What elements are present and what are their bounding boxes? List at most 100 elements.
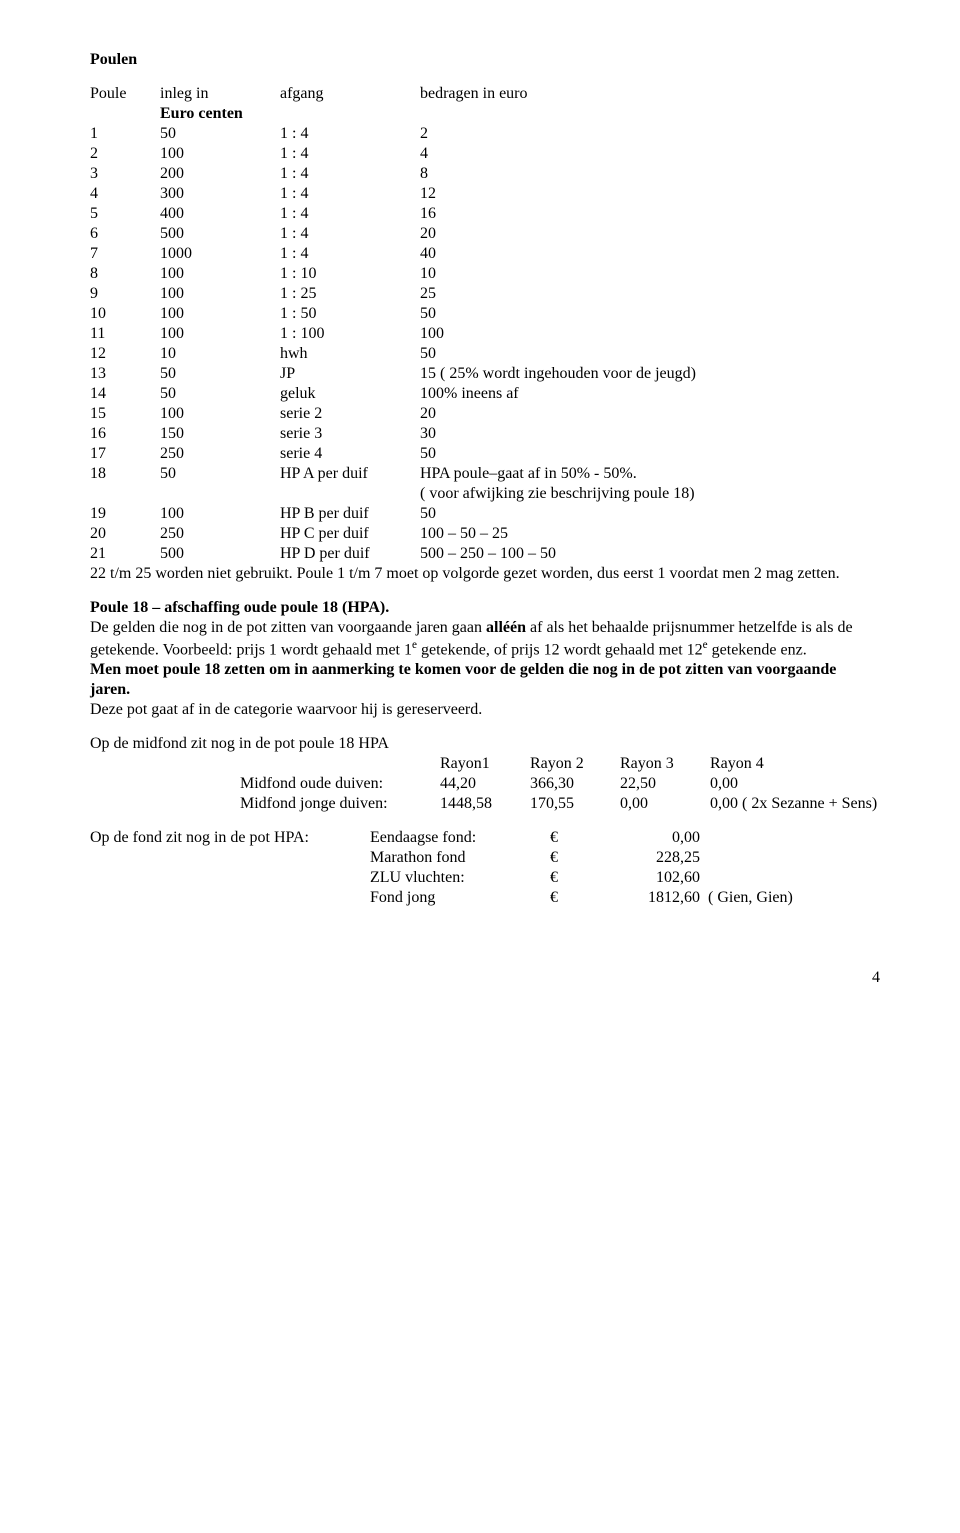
header-bedragen: bedragen in euro [420, 84, 880, 104]
cell-bedrag: 30 [420, 424, 880, 444]
cell-inleg: 500 [160, 224, 280, 244]
cell-inleg: 250 [160, 444, 280, 464]
fond-name: Fond jong [370, 888, 550, 908]
cell-n: 7 [90, 244, 160, 264]
fond-val: 1812,60 [610, 888, 700, 908]
cell-n: 4 [90, 184, 160, 204]
cell-bedrag: 100 – 50 – 25 [420, 524, 880, 544]
cell-bedrag: 20 [420, 224, 880, 244]
midfond-r2: 170,55 [530, 794, 620, 814]
table-row: 1450geluk100% ineens af [90, 384, 880, 404]
fond-eur: € [550, 848, 610, 868]
cell-inleg: 100 [160, 284, 280, 304]
midfond-r3: 0,00 [620, 794, 710, 814]
cell-bedrag: 100% ineens af [420, 384, 880, 404]
fond-row: ZLU vluchten:€102,60 [90, 868, 880, 888]
cell-bedrag: 25 [420, 284, 880, 304]
page-number: 4 [90, 968, 880, 988]
cell-n: 9 [90, 284, 160, 304]
cell-n: 1 [90, 124, 160, 144]
fond-intro [90, 868, 370, 888]
cell-afgang: geluk [280, 384, 420, 404]
cell-bedrag: 20 [420, 404, 880, 424]
cell-inleg: 100 [160, 304, 280, 324]
cell-bedrag: 10 [420, 264, 880, 284]
para-usage: 22 t/m 25 worden niet gebruikt. Poule 1 … [90, 564, 880, 584]
title: Poulen [90, 50, 880, 70]
header-poule: Poule [90, 84, 160, 104]
cell-afgang: 1 : 4 [280, 144, 420, 164]
cell-n: 18 [90, 464, 160, 484]
fond-name: Marathon fond [370, 848, 550, 868]
poule18-body: De gelden die nog in de pot zitten van v… [90, 618, 880, 660]
cell-n: 13 [90, 364, 160, 384]
cell-n: 12 [90, 344, 160, 364]
cell-inleg: 100 [160, 404, 280, 424]
cell-inleg: 50 [160, 364, 280, 384]
cell-inleg: 400 [160, 204, 280, 224]
cell-inleg: 150 [160, 424, 280, 444]
cell-afgang: 1 : 4 [280, 224, 420, 244]
cell-bedrag: 15 ( 25% wordt ingehouden voor de jeugd) [420, 364, 880, 384]
cell-bedrag: 12 [420, 184, 880, 204]
midfond-row: Midfond oude duiven:44,20366,3022,500,00 [240, 774, 880, 794]
table-row: 15100serie 220 [90, 404, 880, 424]
p18-a: De gelden die nog in de pot zitten van v… [90, 619, 486, 636]
fond-row: Marathon fond€228,25 [90, 848, 880, 868]
cell-n: 16 [90, 424, 160, 444]
table-row: 43001 : 412 [90, 184, 880, 204]
cell-afgang: 1 : 4 [280, 164, 420, 184]
cell-bedrag: 40 [420, 244, 880, 264]
cell-inleg: 100 [160, 504, 280, 524]
header-euro-centen: Euro centen [160, 104, 280, 124]
table-row: 111001 : 100100 [90, 324, 880, 344]
cell-n: 2 [90, 144, 160, 164]
table-row: 54001 : 416 [90, 204, 880, 224]
midfond-r1: 1448,58 [440, 794, 530, 814]
midfond-r4: 0,00 [710, 774, 880, 794]
rayon2-header: Rayon 2 [530, 754, 620, 774]
midfond-label: Midfond oude duiven: [240, 774, 440, 794]
midfond-label: Midfond jonge duiven: [240, 794, 440, 814]
fond-tail [700, 828, 880, 848]
fond-row: Fond jong€1812,60( Gien, Gien) [90, 888, 880, 908]
cell-inleg: 250 [160, 524, 280, 544]
fond-val: 0,00 [610, 828, 700, 848]
cell-afgang: hwh [280, 344, 420, 364]
row18-note-text: ( voor afwijking zie beschrijving poule … [420, 484, 880, 504]
cell-n: 11 [90, 324, 160, 344]
cell-afgang: 1 : 10 [280, 264, 420, 284]
cell-inleg: 100 [160, 144, 280, 164]
cell-afgang: 1 : 4 [280, 244, 420, 264]
header-afgang: afgang [280, 84, 420, 104]
midfond-r1: 44,20 [440, 774, 530, 794]
cell-afgang: HP A per duif [280, 464, 420, 484]
midfond-r4: 0,00 ( 2x Sezanne + Sens) [710, 794, 880, 814]
fond-intro [90, 888, 370, 908]
cell-inleg: 300 [160, 184, 280, 204]
cell-bedrag: 500 – 250 – 100 – 50 [420, 544, 880, 564]
cell-afgang: serie 2 [280, 404, 420, 424]
cell-bedrag: 50 [420, 444, 880, 464]
fond-name: Eendaagse fond: [370, 828, 550, 848]
fond-intro [90, 848, 370, 868]
cell-n: 17 [90, 444, 160, 464]
fond-intro: Op de fond zit nog in de pot HPA: [90, 828, 370, 848]
cell-inleg: 1000 [160, 244, 280, 264]
cell-bedrag: 100 [420, 324, 880, 344]
cell-n: 20 [90, 524, 160, 544]
cell-n: 14 [90, 384, 160, 404]
cell-afgang: 1 : 4 [280, 184, 420, 204]
table-row: 1501 : 42 [90, 124, 880, 144]
cell-n: 6 [90, 224, 160, 244]
cell-afgang: serie 3 [280, 424, 420, 444]
fond-eur: € [550, 868, 610, 888]
cell-afgang: serie 4 [280, 444, 420, 464]
cell-afgang: 1 : 4 [280, 204, 420, 224]
p18-d: getekende enz. [708, 641, 807, 658]
midfond-r3: 22,50 [620, 774, 710, 794]
poule18-bold: Men moet poule 18 zetten om in aanmerkin… [90, 660, 880, 700]
cell-n: 15 [90, 404, 160, 424]
table-subheader: Euro centen [90, 104, 880, 124]
table-row: 19100HP B per duif50 [90, 504, 880, 524]
